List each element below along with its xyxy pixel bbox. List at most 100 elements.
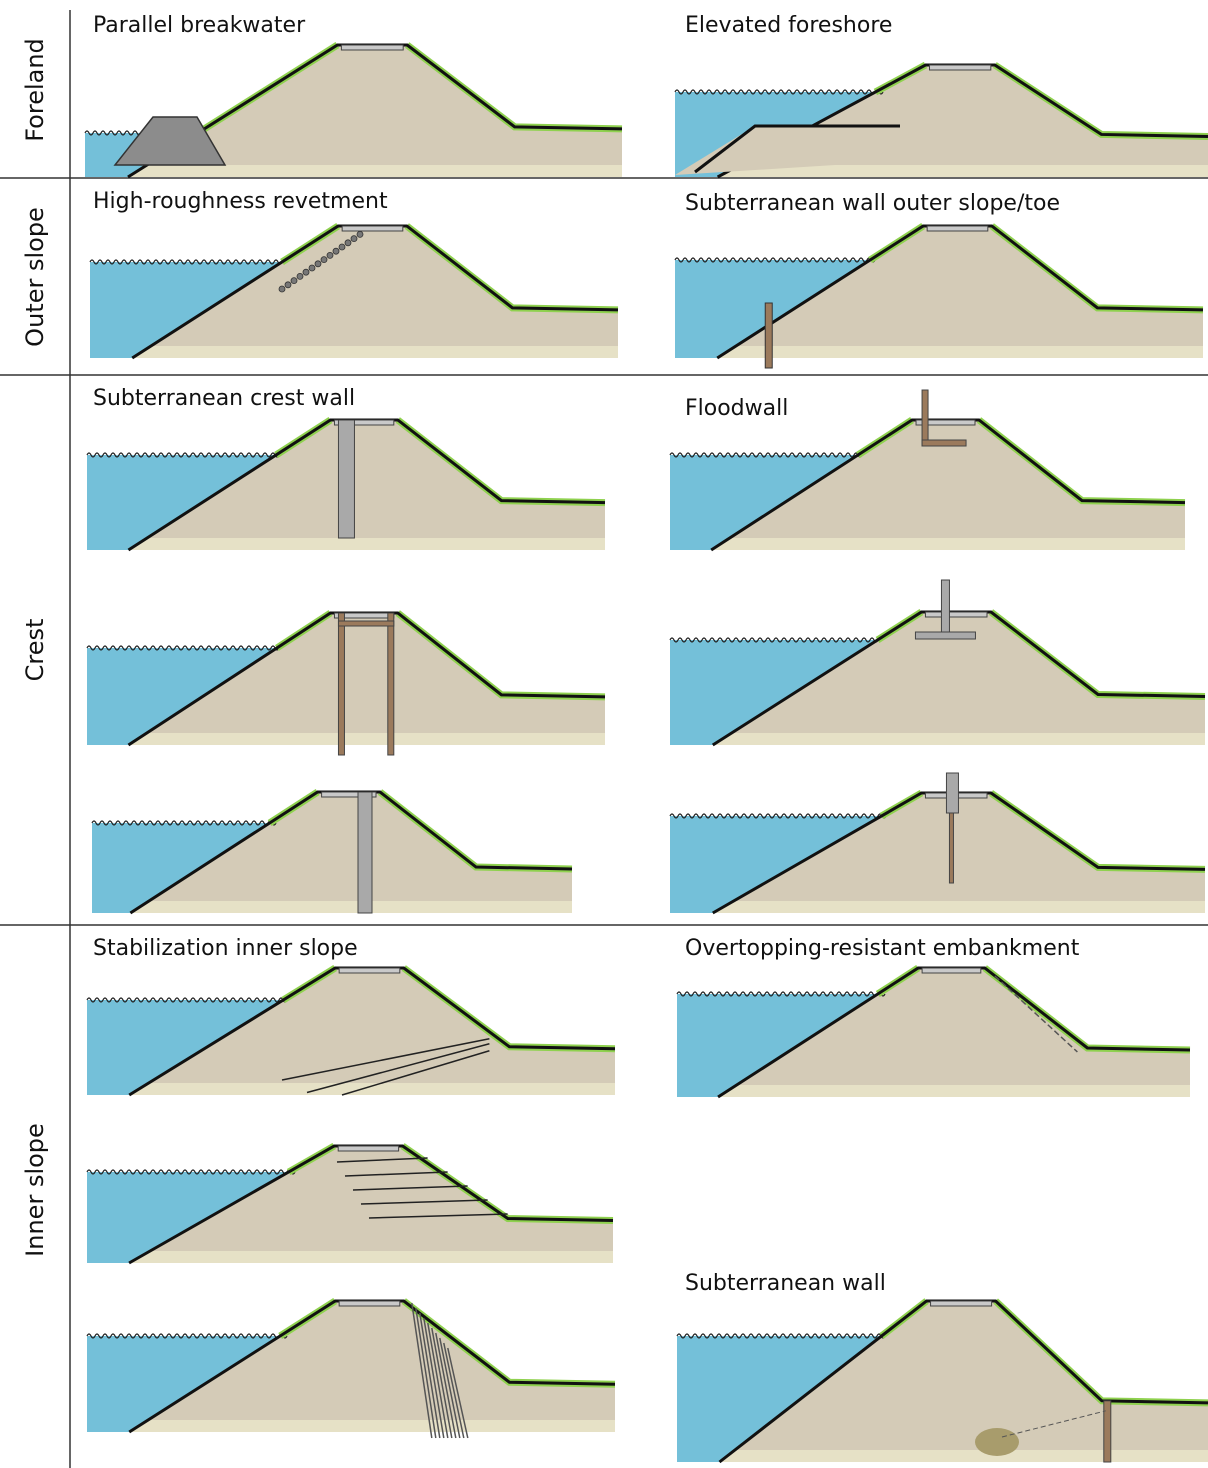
water-surface [91,820,277,826]
dike-outline [127,611,606,747]
revetment-stone [344,239,352,247]
row-label: Foreland [21,38,49,142]
subsoil [128,538,605,550]
floodwall-base [921,439,967,447]
dike-outline [131,224,619,360]
drain [435,1332,457,1439]
revetment-stone [326,251,334,259]
floodwall-base [914,631,976,640]
dike-body [712,793,1205,913]
panel-title: Elevated foreshore [685,13,892,38]
revetment-layer [994,975,1078,1053]
drain [439,1337,461,1439]
soil-anchor [341,1050,490,1096]
drain [431,1327,453,1439]
water [670,455,858,550]
drain [411,1302,433,1439]
panel-title: Subterranean crest wall [93,386,355,411]
water [92,823,270,913]
revetment-stone [320,256,328,264]
dike-body [128,613,605,745]
drain [423,1317,445,1439]
revetment-stone [314,260,322,268]
sheet-pile [337,612,345,756]
sheet-pile [948,812,954,884]
soil-nail [352,1185,468,1191]
dike-body [129,1146,613,1263]
soil-anchor [281,1038,490,1081]
panel-title: Floodwall [685,396,788,421]
crest-road [338,967,401,974]
subsoil [712,901,1205,913]
water [677,1336,882,1462]
water-surface [669,637,879,643]
subsoil [129,1251,613,1263]
crest-road [924,611,988,618]
subsoil [128,733,605,745]
dike-body [712,612,1205,745]
water [87,1172,289,1263]
row-label: Crest [21,619,49,682]
dike-outline [710,418,1186,552]
water-surface [674,89,884,95]
water-surface [86,452,280,458]
dike-outline [712,791,1206,915]
subsoil [129,1083,616,1095]
crest-road [338,1300,401,1307]
dike-outline [129,790,573,915]
sheet-pile [1103,1400,1112,1463]
sheet-pile [387,612,395,756]
water [87,455,277,550]
revetment-stone [350,235,358,243]
drain [447,1347,469,1439]
revetment-stone [290,277,298,285]
crest-wall [337,419,355,539]
water [87,1000,284,1095]
water-surface [86,1169,296,1175]
drain [427,1322,449,1439]
seepage-path [1001,1410,1106,1438]
revetment-stone [296,272,304,280]
subsoil [717,346,1203,358]
water-surface [669,813,887,819]
breakwater [113,116,227,166]
water-surface [676,991,886,997]
foreshore-outline [694,124,900,174]
crest-road [921,967,982,974]
floodwall [945,772,959,814]
sheet-pile [764,302,773,369]
dike-outline [716,63,1208,179]
soil-nail [336,1157,428,1163]
water-surface [676,1333,886,1339]
subsoil [712,733,1205,745]
subsoil [132,346,619,358]
drain [443,1342,465,1439]
revetment-stone [332,247,340,255]
row-label: Inner slope [21,1123,49,1257]
water [87,648,277,745]
dike-body [127,45,623,177]
revetment-stone [302,268,310,276]
dike-outline [717,966,1191,1099]
dike-body [128,420,605,550]
water [87,1336,281,1432]
dike-outline [127,43,623,179]
water [670,816,882,913]
dike-body [717,226,1203,358]
dike-body [718,968,1190,1097]
drawings [84,42,1208,1464]
water-surface [86,1333,288,1339]
soil-nail [360,1199,488,1205]
subsoil [129,1420,616,1432]
tie-beam [337,620,395,627]
water-surface [674,257,876,263]
dike-body [711,420,1185,550]
panel-title: Stabilization inner slope [93,936,358,961]
water-surface [89,259,283,265]
crest-road [926,225,989,232]
dike-outline [711,610,1206,747]
dike-body [719,1301,1208,1462]
crest-road [321,791,377,798]
crest-wall [357,791,373,914]
